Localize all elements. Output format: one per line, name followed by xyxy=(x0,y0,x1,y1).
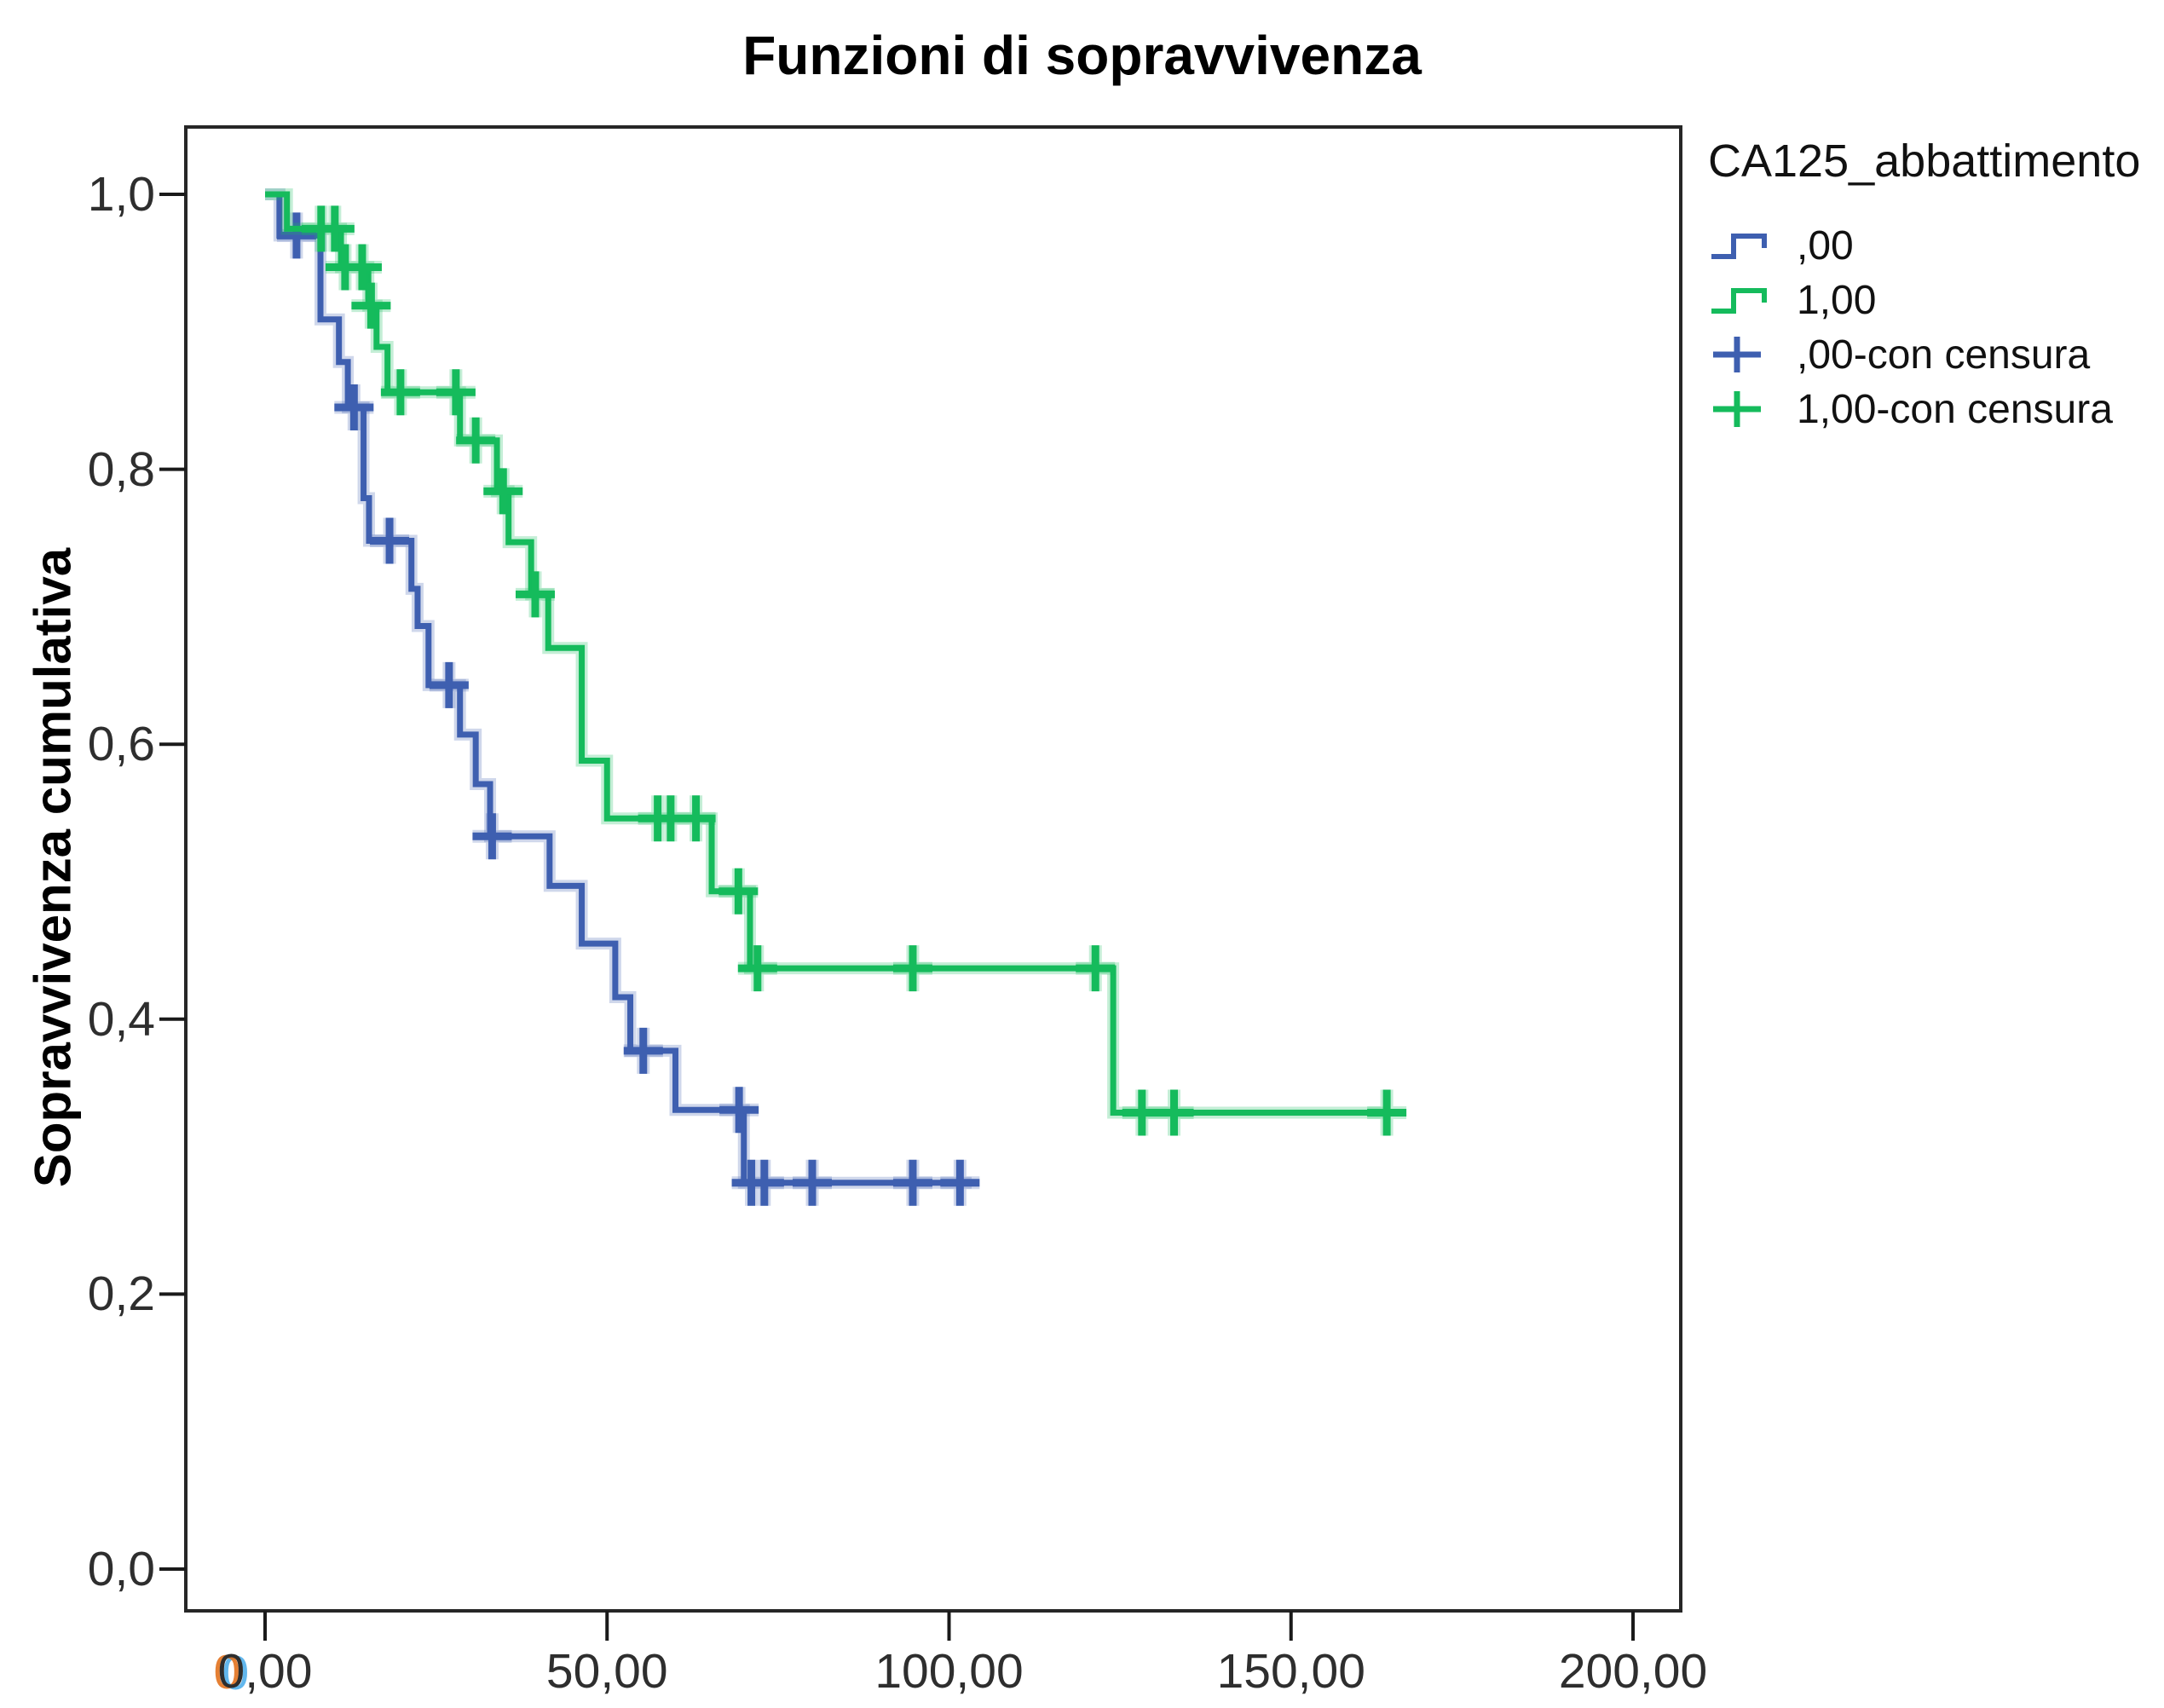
censor-marks-blue xyxy=(276,212,980,1206)
plus-glyph-green-icon xyxy=(1713,391,1761,427)
plot-frame xyxy=(184,125,1682,1613)
step-line-glyph-green-icon xyxy=(1711,288,1767,314)
censor-plus-swatch xyxy=(1713,337,1761,372)
plus-glyph-blue-icon xyxy=(1713,337,1761,372)
chart-title: Funzioni di sopravvivenza xyxy=(742,25,1422,86)
legend: CA125_abbattimento ,00 1,00 ,00-con cens… xyxy=(1708,135,2160,436)
legend-item-label: 1,00 xyxy=(1797,277,1877,323)
step-line-glyph-blue-icon xyxy=(1711,234,1767,259)
survival-curve-green xyxy=(265,191,1391,1116)
legend-item-censored-100: 1,00-con censura xyxy=(1708,382,2160,436)
censor-marks-green xyxy=(301,205,1407,1136)
step-line-swatch xyxy=(1711,234,1767,259)
legend-item-label: ,00-con censura xyxy=(1797,332,2091,378)
legend-item-label: 1,00-con censura xyxy=(1797,386,2113,432)
step-line-swatch xyxy=(1711,288,1767,314)
legend-item-label: ,00 xyxy=(1797,222,1854,268)
legend-item-censored-00: ,00-con censura xyxy=(1708,327,2160,382)
legend-item-group-100: 1,00 xyxy=(1708,273,2160,327)
legend-item-group-00: ,00 xyxy=(1708,218,2160,273)
censor-plus-swatch xyxy=(1713,391,1761,427)
censor-marks-halo-green xyxy=(301,205,1407,1136)
legend-title: CA125_abbattimento xyxy=(1708,136,2141,187)
